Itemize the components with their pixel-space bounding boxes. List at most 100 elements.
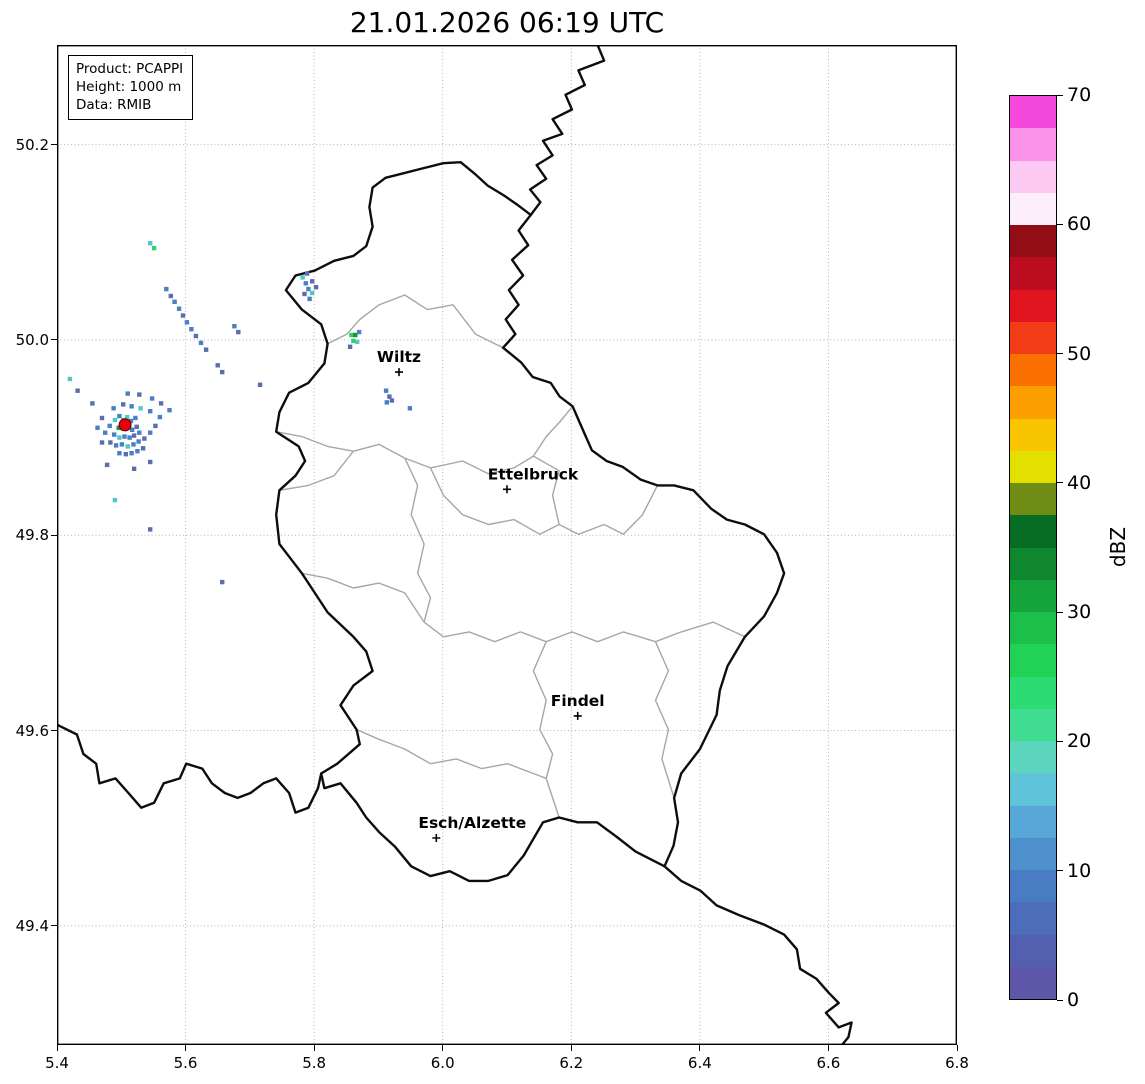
- x-tick-mark: [56, 1045, 58, 1051]
- city: Wiltz: [377, 348, 421, 377]
- radar-echo: [99, 440, 105, 445]
- country-border: [663, 865, 853, 1045]
- radar-echo: [198, 340, 204, 346]
- radar-echo: [130, 427, 135, 432]
- radar-echo: [167, 408, 172, 413]
- radar-echo: [407, 406, 413, 411]
- radar-echo: [135, 449, 140, 454]
- colorbar-band: [1010, 676, 1056, 709]
- region-border: [301, 572, 425, 623]
- colorbar-tick-mark: [1057, 740, 1063, 742]
- y-tick-label: 49.6: [15, 721, 49, 740]
- radar-echo: [172, 299, 177, 304]
- radar-echo: [142, 436, 147, 441]
- radar-echo: [111, 406, 116, 411]
- radar-echo: [112, 432, 117, 437]
- city-label: Esch/Alzette: [418, 814, 526, 832]
- colorbar-band: [1010, 966, 1056, 999]
- y-tick-label: 50.2: [15, 135, 49, 154]
- x-tick-label: 5.8: [302, 1054, 327, 1072]
- colorbar-bands: [1010, 96, 1056, 999]
- radar-echo: [157, 414, 163, 420]
- colorbar-tick-label: 70: [1067, 84, 1092, 106]
- radar-echo: [125, 391, 130, 396]
- radar-echo: [353, 332, 358, 338]
- colorbar-band: [1010, 902, 1056, 935]
- radar-echo: [129, 404, 134, 409]
- radar-echo: [140, 446, 146, 451]
- x-tick-label: 6.0: [430, 1054, 455, 1072]
- radar-echo: [95, 425, 100, 430]
- colorbar-tick-mark: [1057, 482, 1063, 484]
- country-border: [274, 160, 786, 883]
- radar-echo: [257, 382, 263, 387]
- radar-echo: [107, 423, 112, 429]
- radar-echo: [122, 434, 127, 439]
- region-border: [279, 450, 354, 491]
- radar-echo: [117, 413, 122, 419]
- radar-echo: [300, 275, 305, 280]
- y-tick-mark: [51, 534, 57, 536]
- radar-echo: [304, 271, 310, 276]
- x-tick-label: 5.4: [45, 1054, 69, 1072]
- radar-echo: [176, 306, 182, 311]
- colorbar-tick-mark: [1057, 999, 1063, 1001]
- radar-echo: [389, 398, 395, 403]
- colorbar-band: [1010, 741, 1056, 774]
- radar-echo: [99, 415, 105, 421]
- radar-echo: [149, 396, 155, 401]
- radar-echo: [153, 423, 158, 429]
- radar-echo: [113, 443, 119, 448]
- y-tick-label: 49.8: [15, 526, 49, 545]
- colorbar-band: [1010, 96, 1056, 129]
- y-tick-label: 50.0: [15, 330, 49, 349]
- info-data-source: Data: RMIB: [76, 97, 152, 114]
- radar-echo: [133, 415, 138, 421]
- colorbar-band: [1010, 225, 1056, 258]
- colorbar-tick-label: 40: [1067, 471, 1092, 494]
- colorbar-tick-mark: [1057, 611, 1063, 613]
- radar-echo: [349, 332, 354, 338]
- region-border: [654, 641, 675, 799]
- axes-spine: [57, 45, 957, 1045]
- y-tick-mark: [51, 339, 57, 341]
- product-info-box: Product: PCAPPI Height: 1000 m Data: RMI…: [68, 55, 194, 121]
- colorbar-tick-mark: [1057, 223, 1063, 225]
- colorbar-band: [1010, 644, 1056, 677]
- colorbar-tick-label: 0: [1067, 989, 1080, 1011]
- colorbar-band: [1010, 160, 1056, 193]
- radar-echo: [121, 402, 126, 407]
- radar-echo: [158, 401, 164, 406]
- x-tick-label: 6.4: [687, 1054, 712, 1072]
- radar-echo: [168, 293, 173, 299]
- radar-echo: [384, 400, 389, 405]
- city-marker: [432, 834, 441, 842]
- radar-echo: [310, 279, 315, 284]
- y-tick-mark: [51, 730, 57, 732]
- colorbar-band: [1010, 418, 1056, 451]
- x-tick-label: 6.8: [945, 1054, 969, 1072]
- y-tick-mark: [51, 144, 57, 146]
- colorbar-band: [1010, 612, 1056, 645]
- region-border: [276, 405, 574, 475]
- radar-echo: [117, 435, 122, 440]
- radar-echo: [303, 281, 308, 286]
- x-tick-mark: [442, 1045, 444, 1051]
- country-border: [57, 723, 323, 814]
- radar-echo: [193, 333, 199, 339]
- radar-echo: [125, 444, 130, 449]
- colorbar-band: [1010, 870, 1056, 903]
- country-border: [528, 45, 606, 217]
- colorbar-band: [1010, 805, 1056, 838]
- radar-echo: [123, 452, 128, 457]
- x-tick-label: 6.6: [816, 1054, 841, 1072]
- info-product: Product: PCAPPI: [76, 61, 184, 77]
- radar-echo: [306, 286, 311, 292]
- city-marker: [573, 711, 582, 720]
- radar-echo: [387, 394, 392, 399]
- colorbar-band: [1010, 450, 1056, 483]
- radar-echo: [90, 401, 95, 406]
- city-marker: [503, 485, 511, 494]
- colorbar: [1009, 95, 1057, 1000]
- x-tick-label: 6.2: [559, 1054, 584, 1072]
